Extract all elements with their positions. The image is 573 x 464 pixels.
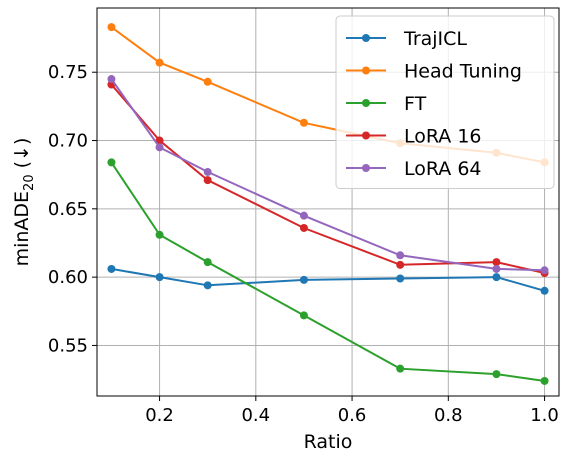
data-point-lora-64 [203, 167, 212, 176]
data-point-trajicl [540, 286, 549, 295]
x-axis: 0.2 0.4 0.6 0.8 1.0 [145, 396, 559, 426]
legend-item-trajicl: TrajICL [346, 28, 467, 50]
series-ft [107, 158, 549, 385]
data-point-lora-64 [396, 251, 405, 260]
y-axis-label-main: minADE [11, 191, 33, 266]
y-axis-label-suffix: (↓) [11, 138, 33, 175]
data-point-lora-64 [492, 264, 501, 273]
legend-item-ft: FT [346, 93, 427, 115]
y-axis: 0.55 0.60 0.65 0.70 0.75 [48, 62, 97, 356]
data-point-lora-16 [299, 223, 308, 232]
data-point-head-tuning [203, 77, 212, 86]
plot-frame [96, 7, 560, 397]
x-axis-label: Ratio [304, 431, 353, 453]
data-point-ft [155, 230, 164, 239]
series-line-trajicl [111, 267, 545, 292]
x-tick-label: 0.4 [241, 405, 270, 426]
data-point-trajicl [155, 273, 164, 282]
data-point-head-tuning [155, 58, 164, 67]
legend-marker [362, 131, 370, 140]
legend: TrajICL Head Tuning FT LoRA 16 LoRA 64 [335, 15, 555, 189]
legend-box [335, 15, 555, 189]
legend-marker [362, 164, 370, 172]
x-tick-label: 0.8 [434, 405, 463, 426]
data-point-ft [396, 364, 405, 373]
x-tick-label: 1.0 [530, 405, 559, 426]
data-point-trajicl [203, 281, 212, 290]
data-point-trajicl [396, 274, 405, 283]
data-point-lora-64 [107, 75, 116, 84]
y-tick-label: 0.55 [48, 335, 88, 356]
data-point-lora-16 [203, 176, 212, 185]
data-point-lora-64 [155, 143, 164, 152]
data-point-head-tuning [299, 118, 308, 127]
data-point-lora-16 [396, 260, 405, 269]
data-point-trajicl [492, 273, 501, 282]
data-point-ft [299, 311, 308, 320]
legend-label: Head Tuning [404, 61, 522, 83]
legend-label: FT [404, 93, 427, 115]
data-point-lora-16 [492, 258, 501, 267]
y-tick-label: 0.70 [48, 131, 88, 152]
data-point-ft [540, 376, 549, 385]
series-group [107, 23, 549, 385]
y-axis-label-subscript: 20 [22, 174, 37, 191]
legend-label: LoRA 64 [404, 158, 482, 180]
y-axis-label: minADE20 (↓) [11, 138, 37, 267]
data-point-trajicl [299, 275, 308, 284]
y-tick-label: 0.65 [48, 199, 88, 220]
legend-marker [362, 99, 370, 107]
x-tick-label: 0.6 [338, 405, 367, 426]
y-tick-label: 0.60 [48, 267, 88, 288]
legend-item-head-tuning: Head Tuning [346, 61, 522, 83]
y-tick-label: 0.75 [48, 62, 88, 83]
x-tick-label: 0.2 [145, 405, 174, 426]
data-point-lora-64 [299, 211, 308, 220]
legend-item-lora-16: LoRA 16 [346, 126, 482, 148]
series-trajicl [107, 264, 549, 295]
data-point-ft [203, 258, 212, 267]
legend-marker [362, 66, 370, 75]
data-point-lora-64 [540, 266, 549, 275]
data-point-ft [107, 158, 116, 167]
legend-label: TrajICL [403, 28, 467, 50]
series-line-ft [110, 161, 545, 382]
data-point-ft [492, 370, 501, 379]
data-point-head-tuning [107, 23, 116, 32]
data-point-lora-16 [155, 136, 164, 145]
legend-label: LoRA 16 [404, 126, 482, 148]
series-lora-64 [107, 75, 549, 275]
legend-item-lora-64: LoRA 64 [346, 158, 482, 180]
legend-marker [362, 34, 370, 42]
data-point-trajicl [107, 264, 116, 273]
